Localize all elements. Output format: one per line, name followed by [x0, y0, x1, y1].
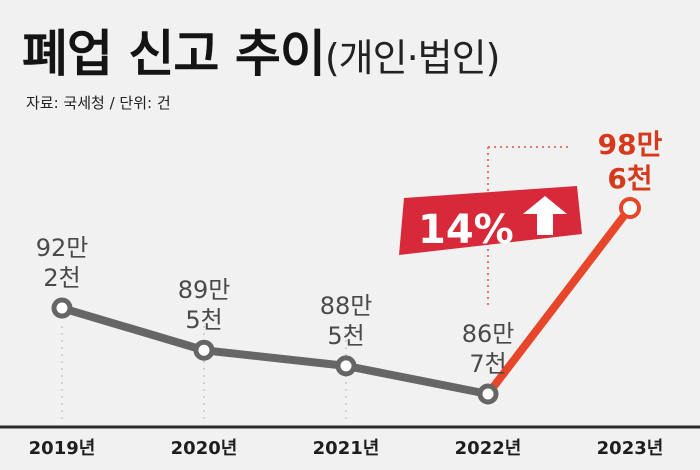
- data-point: [193, 339, 215, 361]
- growth-badge: 14%: [399, 186, 582, 255]
- arrow-up-icon: [523, 196, 567, 235]
- data-points: [51, 197, 641, 405]
- data-label: 86만: [462, 320, 515, 348]
- data-label: 5천: [327, 322, 364, 350]
- data-point: [477, 383, 499, 405]
- line-segment: [200, 346, 350, 370]
- data-label: 92만: [36, 234, 89, 262]
- chart-title: 폐업 신고 추이(개인·법인): [22, 14, 501, 86]
- series-line: [58, 204, 634, 398]
- x-tick-label: 2022년: [455, 438, 522, 459]
- badge-text: 14%: [418, 207, 514, 253]
- data-point-highlight: [619, 197, 641, 219]
- data-point: [335, 355, 357, 377]
- data-label-highlight: 98만: [598, 128, 663, 161]
- data-label: 7천: [469, 350, 506, 378]
- title-main: 폐업 신고 추이: [22, 25, 326, 83]
- data-label-highlight: 6천: [607, 162, 652, 195]
- data-label: 89만: [178, 276, 231, 304]
- x-tick-label: 2020년: [171, 438, 238, 459]
- line-segment: [58, 304, 208, 355]
- source-note: 자료: 국세청 / 단위: 건: [26, 94, 171, 112]
- data-label: 5천: [185, 306, 222, 334]
- x-axis-labels: 2019년 2020년 2021년 2022년 2023년: [29, 438, 664, 459]
- line-segment: [342, 361, 492, 398]
- title-sub: (개인·법인): [324, 36, 501, 80]
- data-label: 2천: [43, 264, 80, 292]
- data-point: [51, 297, 73, 319]
- x-tick-label: 2019년: [29, 438, 96, 459]
- x-tick-label: 2023년: [597, 438, 664, 459]
- data-label: 88만: [320, 292, 373, 320]
- line-segment-highlight: [484, 204, 634, 398]
- x-tick-label: 2021년: [313, 438, 380, 459]
